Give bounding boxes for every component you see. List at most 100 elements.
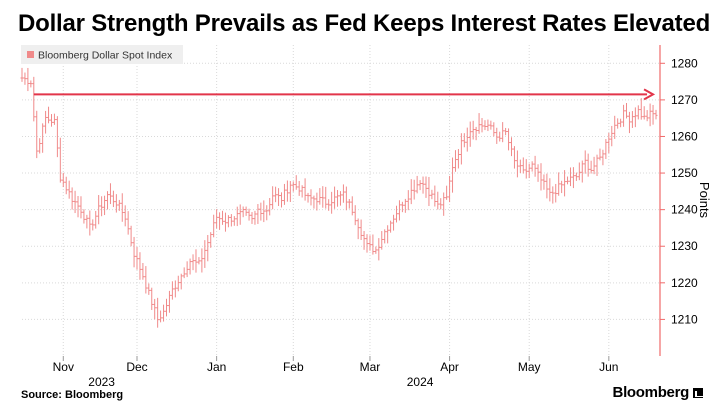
- ohlc-bar: [616, 118, 620, 129]
- ohlc-bar: [241, 206, 245, 218]
- source-note: Source: Bloomberg: [21, 389, 124, 401]
- x-tick-label: Nov: [53, 360, 74, 374]
- ohlc-bar: [344, 186, 348, 211]
- ohlc-bar: [288, 181, 292, 203]
- ohlc-bar: [409, 179, 413, 205]
- ohlc-bar: [365, 234, 369, 253]
- ohlc-bar: [386, 225, 390, 244]
- ohlc-bar: [120, 193, 124, 222]
- ohlc-bar: [451, 157, 455, 193]
- ohlc-bar: [338, 191, 342, 206]
- chart-title: Dollar Strength Prevails as Fed Keeps In…: [18, 10, 711, 37]
- ohlc-bar: [203, 240, 207, 268]
- ohlc-bar: [97, 195, 101, 225]
- ohlc-bar: [533, 155, 537, 177]
- ohlc-bar: [651, 104, 655, 125]
- ohlc-bar: [111, 190, 115, 208]
- ohlc-bar: [91, 219, 95, 231]
- ohlc-bar: [580, 160, 584, 183]
- ohlc-bar: [477, 113, 481, 134]
- ohlc-bar: [353, 205, 357, 226]
- ohlc-bar: [515, 150, 519, 178]
- ohlc-bar: [592, 156, 596, 175]
- ohlc-bar: [285, 180, 289, 202]
- ohlc-bar: [356, 218, 360, 240]
- ohlc-bar: [551, 186, 555, 204]
- ohlc-bar: [164, 298, 168, 317]
- ohlc-bar: [114, 194, 118, 213]
- ohlc-bar: [321, 186, 325, 208]
- ohlc-bar: [521, 157, 525, 174]
- ohlc-bar: [397, 200, 401, 221]
- ohlc-bar: [418, 180, 422, 191]
- ohlc-bar: [512, 146, 516, 169]
- y-tick-label: 1250: [671, 166, 698, 180]
- ohlc-bar: [315, 192, 319, 211]
- y-tick-label: 1220: [671, 276, 698, 290]
- ohlc-bar: [495, 127, 499, 144]
- ohlc-bar: [49, 114, 53, 127]
- ohlc-bar: [179, 273, 183, 290]
- ohlc-bar: [76, 196, 80, 218]
- ohlc-bar: [100, 196, 104, 217]
- ohlc-bar: [58, 137, 62, 183]
- ohlc-bar: [545, 173, 549, 199]
- ohlc-bar: [303, 178, 307, 201]
- x-tick-label: May: [518, 360, 541, 374]
- ohlc-bar: [560, 180, 564, 194]
- ohlc-bar: [221, 210, 225, 225]
- ohlc-bar: [38, 138, 42, 154]
- ohlc-bar: [138, 252, 142, 280]
- ohlc-bar: [268, 198, 272, 216]
- ohlc-bar: [498, 131, 502, 142]
- ohlc-bar: [627, 111, 631, 134]
- ohlc-bar: [433, 185, 437, 207]
- ohlc-bar: [173, 280, 177, 298]
- ohlc-bar: [61, 172, 65, 188]
- ohlc-bar: [424, 176, 428, 198]
- ohlc-bar: [389, 220, 393, 233]
- ohlc-bar: [341, 184, 345, 203]
- ohlc-bar: [250, 212, 254, 224]
- ohlc-bar: [350, 196, 354, 216]
- ohlc-bar: [427, 176, 431, 207]
- ohlc-bar: [147, 283, 151, 295]
- x-tick-label: Jun: [599, 360, 618, 374]
- price-series: [20, 67, 658, 328]
- ohlc-bar: [324, 186, 328, 209]
- ohlc-bar: [630, 111, 634, 128]
- ohlc-bar: [23, 72, 27, 85]
- legend-box: [21, 45, 183, 64]
- ohlc-bar: [188, 258, 192, 275]
- ohlc-bar: [170, 281, 174, 300]
- ohlc-bar: [453, 150, 457, 172]
- ohlc-bar: [132, 236, 136, 268]
- ohlc-bar: [135, 246, 139, 270]
- ohlc-bar: [274, 186, 278, 203]
- ohlc-bar: [625, 103, 629, 119]
- ohlc-bar: [70, 187, 74, 210]
- ohlc-bar: [654, 109, 658, 120]
- ohlc-bar: [229, 214, 233, 227]
- ohlc-bar: [41, 123, 45, 153]
- ohlc-bar: [108, 183, 112, 205]
- ohlc-bar: [527, 163, 531, 179]
- ohlc-bar: [226, 215, 230, 228]
- ohlc-bar: [129, 225, 133, 247]
- ohlc-bar: [235, 206, 239, 227]
- year-label: 2023: [88, 375, 115, 389]
- ohlc-bar: [501, 122, 505, 143]
- ohlc-bar: [262, 200, 266, 223]
- ohlc-bar: [604, 139, 608, 160]
- ohlc-bar: [492, 122, 496, 137]
- ohlc-bar: [271, 186, 275, 210]
- ohlc-bar: [412, 179, 416, 200]
- ohlc-bar: [456, 149, 460, 169]
- ohlc-bar: [88, 210, 92, 236]
- ohlc-bar: [448, 175, 452, 203]
- ohlc-bar: [530, 161, 534, 172]
- ohlc-bar: [282, 183, 286, 205]
- ohlc-bar: [347, 198, 351, 209]
- ohlc-bar: [206, 234, 210, 262]
- ohlc-bar: [371, 234, 375, 255]
